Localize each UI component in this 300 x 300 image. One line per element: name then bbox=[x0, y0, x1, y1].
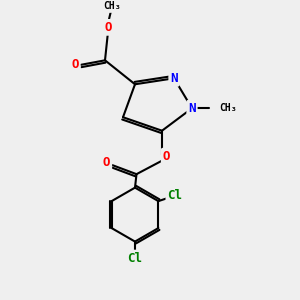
Text: N: N bbox=[170, 72, 178, 85]
Text: N: N bbox=[188, 102, 196, 115]
Text: O: O bbox=[71, 58, 79, 71]
Text: O: O bbox=[163, 150, 170, 163]
Text: O: O bbox=[104, 21, 112, 34]
Text: O: O bbox=[103, 156, 110, 169]
Text: CH₃: CH₃ bbox=[104, 2, 121, 11]
Text: Cl: Cl bbox=[128, 252, 142, 265]
Text: CH₃: CH₃ bbox=[219, 103, 237, 113]
Text: Cl: Cl bbox=[167, 189, 182, 202]
